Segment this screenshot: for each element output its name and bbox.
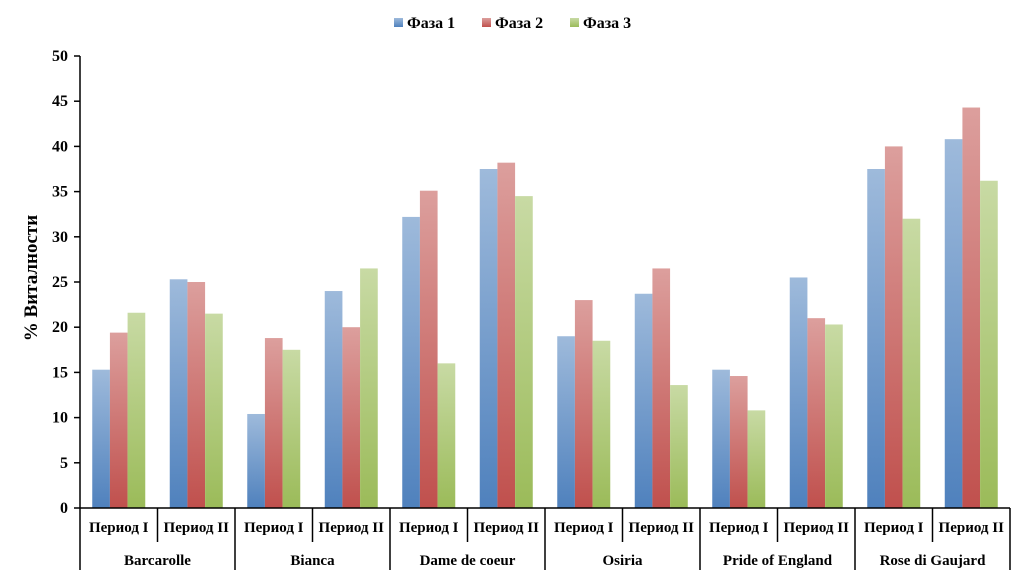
legend-label-series-3: Фаза 3 <box>583 15 631 32</box>
y-tick-label: 50 <box>52 48 68 65</box>
y-axis-label: % Виталности <box>21 215 42 341</box>
bar-rose-di-gaujard-1-series-3 <box>902 218 921 508</box>
bar-pride-of-england-1-series-3 <box>747 410 766 508</box>
bar-bianca-2-series-3 <box>360 268 378 508</box>
group-label-bianca: Bianca <box>290 553 335 569</box>
bar-barcarolle-2-series-2 <box>187 282 206 508</box>
bar-pride-of-england-1-series-1 <box>712 369 730 508</box>
legend-swatch-series-3 <box>570 18 579 27</box>
legend-swatch-series-1 <box>394 18 403 27</box>
y-tick-label: 0 <box>60 500 68 517</box>
y-tick-label: 45 <box>52 93 68 110</box>
y-tick-label: 35 <box>52 184 68 201</box>
bar-barcarolle-1-series-2 <box>109 332 128 508</box>
bar-osiria-2-series-1 <box>634 293 653 508</box>
bar-pride-of-england-2-series-3 <box>825 324 843 508</box>
bar-pride-of-england-2-series-1 <box>789 277 808 508</box>
y-axis: 0 5 10 15 20 25 30 35 40 45 50 <box>52 48 81 517</box>
group-label-osiria: Osiria <box>603 553 643 569</box>
period-label: Период I <box>399 520 459 536</box>
bar-rose-di-gaujard-2-series-1 <box>944 139 963 509</box>
legend-swatch-series-2 <box>482 18 491 27</box>
group-label-rose-di-gaujard: Rose di Gaujard <box>880 553 987 569</box>
bar-dame-de-coeur-2-series-2 <box>497 162 516 509</box>
bar-osiria-1-series-1 <box>557 336 575 508</box>
bar-barcarolle-1-series-1 <box>92 369 110 508</box>
bar-pride-of-england-1-series-2 <box>729 376 748 508</box>
bar-rose-di-gaujard-2-series-2 <box>962 107 981 508</box>
y-tick-label: 30 <box>52 229 68 246</box>
period-label: Период II <box>784 520 850 536</box>
y-tick-label: 5 <box>60 455 68 472</box>
bar-bianca-2-series-2 <box>342 327 361 508</box>
y-tick-label: 10 <box>52 410 68 427</box>
bar-osiria-1-series-3 <box>592 340 611 508</box>
bar-dame-de-coeur-1-series-1 <box>402 216 420 508</box>
period-label: Период II <box>319 520 385 536</box>
group-label-barcarolle: Barcarolle <box>124 553 191 569</box>
y-tick-label: 15 <box>52 364 68 381</box>
bar-rose-di-gaujard-1-series-2 <box>884 146 903 508</box>
period-label: Период I <box>244 520 304 536</box>
bar-barcarolle-1-series-3 <box>127 312 146 508</box>
bar-dame-de-coeur-1-series-2 <box>419 190 438 508</box>
period-label: Период I <box>554 520 614 536</box>
legend-label-series-2: Фаза 2 <box>495 15 543 32</box>
bar-barcarolle-2-series-1 <box>169 279 188 508</box>
bar-osiria-2-series-2 <box>652 268 671 508</box>
bar-bianca-1-series-3 <box>282 349 301 508</box>
period-label: Период II <box>164 520 230 536</box>
bar-dame-de-coeur-2-series-3 <box>515 196 533 508</box>
bar-rose-di-gaujard-2-series-3 <box>980 180 998 508</box>
bar-rose-di-gaujard-1-series-1 <box>867 169 885 508</box>
group-label-dame-de-coeur: Dame de coeur <box>420 553 516 569</box>
bar-bianca-1-series-1 <box>247 413 265 508</box>
period-label: Период II <box>474 520 540 536</box>
bar-osiria-1-series-2 <box>574 300 593 508</box>
bar-bianca-1-series-2 <box>264 338 283 508</box>
y-tick-label: 25 <box>52 274 68 291</box>
bar-dame-de-coeur-2-series-1 <box>479 169 498 508</box>
period-label: Период I <box>709 520 769 536</box>
bar-dame-de-coeur-1-series-3 <box>437 363 456 508</box>
y-tick-label: 40 <box>52 138 68 155</box>
bars <box>92 107 998 509</box>
group-label-pride-of-england: Pride of England <box>723 553 833 569</box>
x-axis: Период I Период II Barcarolle Период I Перио… <box>79 507 1011 570</box>
period-label: Период II <box>629 520 695 536</box>
legend-label-series-1: Фаза 1 <box>407 15 455 32</box>
period-label: Период I <box>89 520 149 536</box>
period-label: Период I <box>864 520 924 536</box>
bar-osiria-2-series-3 <box>670 385 688 508</box>
period-label: Период II <box>939 520 1005 536</box>
y-tick-label: 20 <box>52 319 68 336</box>
legend: Фаза 1 Фаза 2 Фаза 3 <box>394 15 631 32</box>
bar-bianca-2-series-1 <box>324 291 343 508</box>
bar-barcarolle-2-series-3 <box>205 313 223 508</box>
bar-pride-of-england-2-series-2 <box>807 318 826 508</box>
